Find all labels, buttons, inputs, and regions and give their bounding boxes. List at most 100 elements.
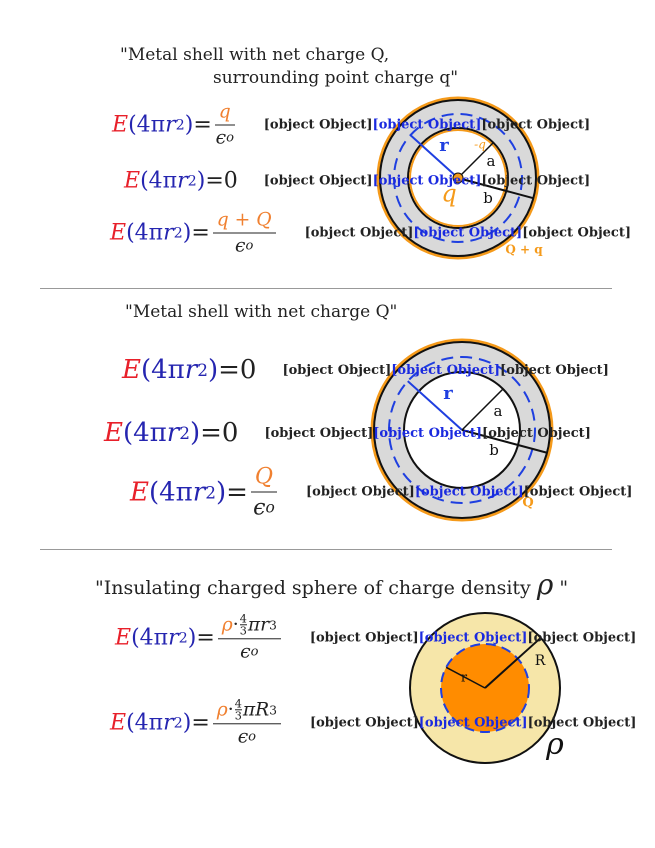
math-text: =: [218, 355, 240, 385]
equation-row: E (4π r 2) = 0 [object Object][object Object…: [122, 355, 609, 385]
math-text: ϵ: [215, 127, 227, 149]
divider: [40, 288, 612, 289]
numerator: q: [214, 101, 235, 126]
condition-part: [object Object]: [522, 225, 631, 241]
math-text: ): [187, 625, 197, 651]
math-text: E: [112, 112, 129, 138]
title-part: "Insulating charged sphere of charge den…: [95, 577, 537, 599]
math-text: =: [200, 418, 222, 448]
gaussian-surface: [393, 113, 523, 243]
section-title: "Metal shell with net charge Q": [125, 302, 398, 322]
math-text: E: [110, 710, 127, 736]
math-text: ): [196, 168, 206, 194]
fraction: ρ · 4 3 πR 3 ϵ o: [212, 698, 281, 748]
math-text: r: [168, 625, 179, 651]
math-text: r: [184, 355, 198, 385]
math-text: ): [215, 477, 227, 507]
math-text: E: [115, 625, 132, 651]
math-text: q: [218, 101, 231, 123]
diagram-label: R: [535, 653, 546, 669]
math-text: ϵ: [253, 494, 266, 521]
math-text: ϵ: [237, 726, 249, 748]
math-text: 0: [221, 418, 239, 448]
math-text: r: [163, 710, 174, 736]
condition-part: [object Object]: [391, 362, 501, 378]
math-text: ϵ: [240, 641, 251, 663]
math-text: (4π: [140, 168, 178, 194]
diagram-label: ρ: [545, 727, 564, 762]
condition-part: [object Object]: [500, 362, 609, 378]
numerator: ρ · 4 3 πr 3: [217, 613, 281, 640]
divider: [40, 549, 612, 550]
condition: [object Object][object Object][object Ob…: [310, 716, 636, 731]
equation-row: E (4π r 2) = 0 [object Object][object Object…: [104, 418, 591, 448]
diagram-label: a: [494, 402, 503, 420]
numerator: ρ · 4 3 πR 3: [212, 698, 281, 725]
condition: [object Object][object Object][object Ob…: [264, 174, 590, 189]
equation: E (4π r 2) = 0: [124, 168, 238, 194]
title-part: ": [553, 577, 569, 599]
math-text: ): [184, 112, 194, 138]
math-text: ·: [232, 614, 239, 636]
diagram-label: Q + q: [505, 243, 543, 257]
radius-r: [445, 666, 486, 689]
condition-part: [object Object]: [264, 425, 374, 441]
diagram-label: b: [489, 441, 499, 459]
math-text: E: [110, 220, 127, 246]
section-title: surrounding point charge q": [213, 68, 459, 88]
equation-row: E (4π r 2) = q ϵ o [object Object][object Obje…: [112, 102, 590, 149]
radius-R: [484, 637, 542, 689]
radius-r: [409, 134, 459, 179]
math-text: r: [166, 418, 180, 448]
math-text: ϵ: [235, 235, 246, 257]
condition-part: [object Object]: [523, 484, 633, 500]
math-text: ): [207, 355, 219, 385]
condition-part: [object Object]: [282, 362, 392, 378]
math-text: r: [192, 477, 206, 507]
radius-b: [461, 429, 548, 454]
diagram-label: -q: [474, 138, 486, 152]
math-text: =: [191, 710, 210, 736]
math-text: (4π: [126, 220, 164, 246]
outer-charge-ring: [376, 96, 540, 260]
math-text: (4π: [140, 355, 185, 385]
math-text: =: [191, 220, 210, 246]
math-text: πr: [247, 614, 270, 636]
math-text: E: [124, 168, 141, 194]
numerator: Q: [250, 464, 278, 493]
outer-charge-ring: [370, 338, 554, 522]
math-text: (4π: [126, 710, 164, 736]
radius-b: [457, 177, 534, 200]
condition: [object Object][object Object][object Ob…: [310, 631, 636, 646]
math-text: ρ: [216, 699, 228, 721]
title-part: ρ: [536, 568, 554, 601]
condition: [object Object][object Object][object Ob…: [305, 226, 631, 241]
math-text: (4π: [131, 625, 169, 651]
math-text: ): [182, 710, 192, 736]
math-text: ρ: [221, 614, 233, 636]
math-text: r: [165, 112, 176, 138]
math-text: =: [196, 625, 215, 651]
condition-part: [object Object]: [304, 225, 414, 241]
math-text: E: [104, 418, 123, 448]
math-text: ·: [227, 699, 234, 721]
condition: [object Object][object Object][object Ob…: [264, 118, 590, 133]
equation: E (4π r 2) = 0: [122, 355, 257, 385]
diagram-label: r: [443, 383, 453, 404]
condition-part: [object Object]: [372, 173, 482, 189]
condition-part: [object Object]: [527, 630, 637, 646]
condition-part: [object Object]: [309, 630, 419, 646]
condition-part: [object Object]: [263, 173, 373, 189]
condition-part: [object Object]: [418, 715, 528, 731]
inner-charge-ring: [409, 129, 507, 227]
